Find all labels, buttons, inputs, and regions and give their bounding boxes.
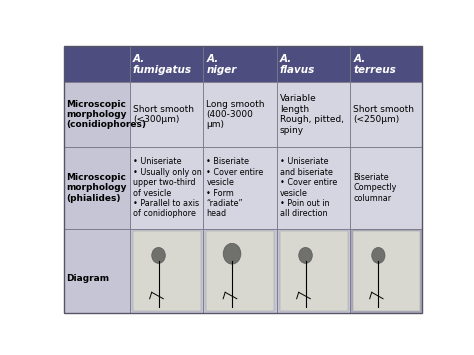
Text: Diagram: Diagram [66,274,109,283]
Bar [64,147,130,229]
Text: Long smooth
(400-3000
μm): Long smooth (400-3000 μm) [206,100,265,130]
Bar [277,229,350,313]
Bar [277,82,350,147]
Text: Microscopic
morphology
(phialides): Microscopic morphology (phialides) [66,173,127,203]
Bar [280,230,348,311]
Bar [350,147,422,229]
Bar [206,230,274,311]
Bar [350,82,422,147]
Text: A.: A. [206,54,219,64]
Bar [203,147,277,229]
Bar [203,229,277,313]
Bar [64,82,130,147]
Bar [353,230,419,311]
Text: A.: A. [280,54,292,64]
Text: A.: A. [354,54,365,64]
Text: flavus: flavus [280,65,315,75]
Text: Short smooth
(<250μm): Short smooth (<250μm) [354,105,414,124]
Text: • Uniseriate
• Usually only on
upper two-third
of vesicle
• Parallel to axis
of : • Uniseriate • Usually only on upper two… [133,158,201,218]
Text: fumigatus: fumigatus [133,65,192,75]
Bar [203,46,277,82]
Bar [203,82,277,147]
Text: Biseriate
Compectly
columnar: Biseriate Compectly columnar [354,173,397,203]
Text: • Uniseriate
and biseriate
• Cover entire
vesicle
• Poin out in
all direction: • Uniseriate and biseriate • Cover entir… [280,158,337,218]
Ellipse shape [223,243,241,264]
Ellipse shape [152,247,165,263]
Text: terreus: terreus [354,65,396,75]
Bar [277,147,350,229]
Bar [64,229,130,313]
Text: Microscopic
morphology
(conidiophores): Microscopic morphology (conidiophores) [66,100,146,130]
Bar [350,46,422,82]
Text: Variable
length
Rough, pitted,
spiny: Variable length Rough, pitted, spiny [280,94,344,135]
Ellipse shape [372,247,385,263]
Text: Short smooth
(<300μm): Short smooth (<300μm) [133,105,194,124]
Bar [133,230,201,311]
Text: • Biseriate
• Cover entire
vesicle
• Form
“radiate”
head: • Biseriate • Cover entire vesicle • For… [206,158,264,218]
Bar [130,46,203,82]
Text: A.: A. [133,54,145,64]
Bar [130,82,203,147]
Bar [277,46,350,82]
Bar [64,46,130,82]
Bar [350,229,422,313]
Ellipse shape [299,247,312,263]
Bar [130,147,203,229]
Text: niger: niger [206,65,237,75]
Bar [130,229,203,313]
